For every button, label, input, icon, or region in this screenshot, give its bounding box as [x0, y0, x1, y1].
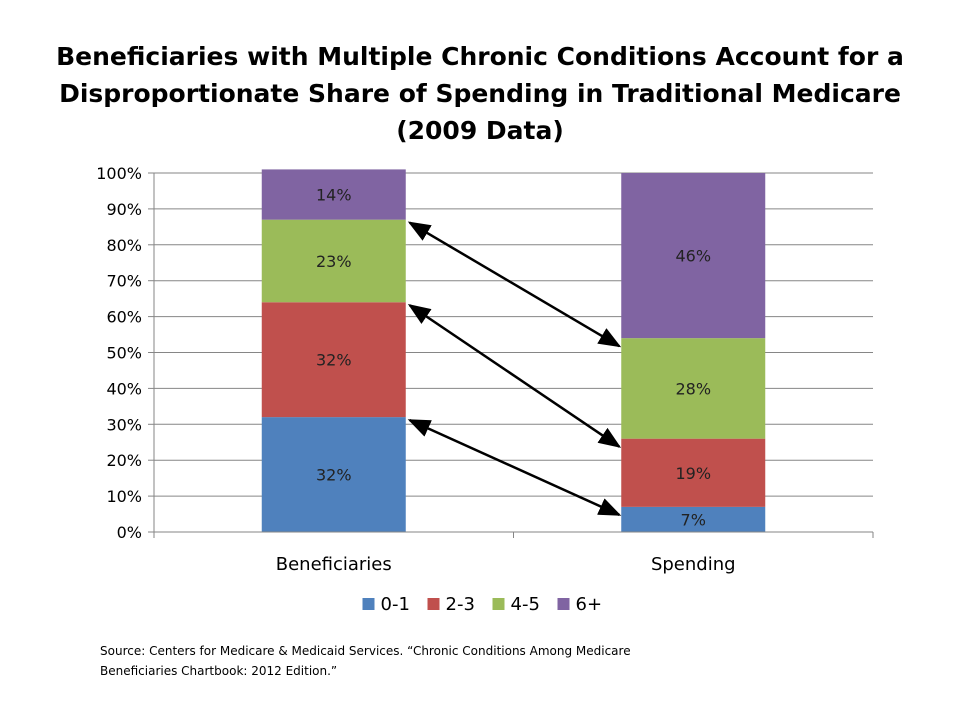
y-tick-label: 100% [96, 164, 142, 183]
connector-arrow [407, 418, 622, 517]
data-label: 14% [316, 186, 352, 205]
legend-label: 2-3 [446, 594, 475, 615]
data-label: 32% [316, 466, 352, 485]
title-line: Disproportionate Share of Spending in Tr… [59, 79, 901, 108]
bar-segment [261, 417, 406, 532]
data-label: 7% [681, 510, 706, 529]
bar-segment [261, 219, 406, 303]
data-label: 46% [675, 247, 711, 266]
connector-arrow [407, 221, 622, 348]
data-label: 23% [316, 252, 352, 271]
legend-swatch [427, 598, 440, 610]
y-tick-label: 20% [106, 451, 142, 470]
y-tick-label: 10% [106, 487, 142, 506]
bar-segment [621, 173, 766, 339]
bar-segment [621, 438, 766, 507]
bars [261, 169, 766, 532]
y-tick-label: 80% [106, 236, 142, 255]
source-line: Source: Centers for Medicare & Medicaid … [100, 644, 631, 658]
y-tick-label: 70% [106, 272, 142, 291]
bar-segment [261, 169, 406, 220]
data-label: 32% [316, 351, 352, 370]
title-line: Beneficiaries with Multiple Chronic Cond… [56, 42, 904, 71]
y-tick-label: 50% [106, 344, 142, 363]
legend-label: 4-5 [511, 594, 540, 615]
legend-swatch [557, 598, 570, 610]
legend-swatch [362, 598, 375, 610]
y-tick-label: 30% [106, 415, 142, 434]
data-label: 28% [675, 379, 711, 398]
title-line: (2009 Data) [396, 116, 564, 145]
y-tick-label: 40% [106, 379, 142, 398]
connector-arrows [407, 221, 622, 517]
legend-label: 0-1 [381, 594, 410, 615]
data-labels: 32% 32% 23% 14% 7% 19% 28% 46% [316, 186, 711, 530]
y-tick-label: 90% [106, 200, 142, 219]
y-tick-label: 0% [117, 523, 142, 542]
x-tick-label: Spending [651, 554, 736, 575]
x-tick-label: Beneficiaries [276, 554, 392, 575]
legend-swatch [492, 598, 505, 610]
y-tick-label: 60% [106, 308, 142, 327]
source-note: Source: Centers for Medicare & Medicaid … [100, 641, 740, 681]
bar-segment [261, 302, 406, 418]
chart-title: Beneficiaries with Multiple Chronic Cond… [40, 38, 920, 149]
bar-segment [621, 338, 766, 439]
data-label: 19% [675, 464, 711, 483]
axes: 0% 10% 20% 30% 40% 50% 60% 70% 80% 90% 100% Benefic… [96, 164, 874, 575]
legend: 0-1 2-3 4-5 6+ [362, 594, 603, 615]
source-line: Beneficiaries Chartbook: 2012 Edition.” [100, 664, 338, 678]
legend-label: 6+ [576, 594, 603, 615]
bar-segment [621, 506, 766, 532]
